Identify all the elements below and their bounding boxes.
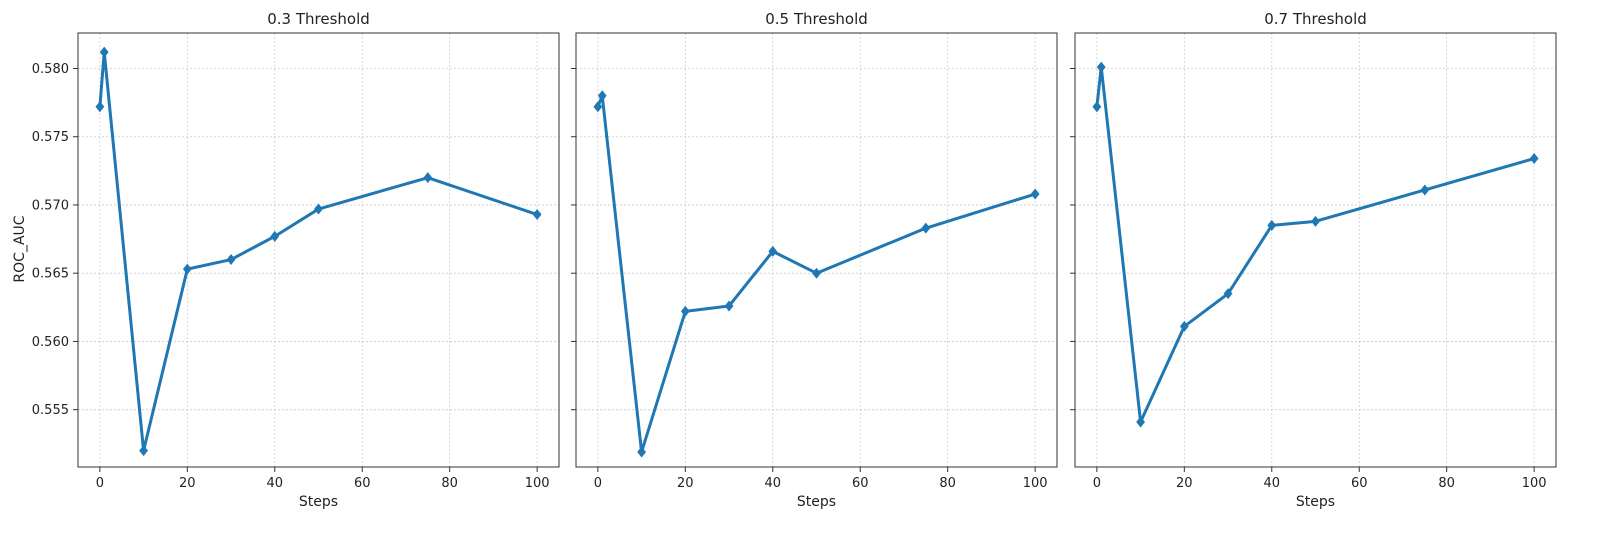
x-tick-label: 20 <box>677 476 694 491</box>
y-tick-label: 0.580 <box>32 62 69 77</box>
data-point <box>680 305 690 317</box>
plot-frame <box>77 32 560 468</box>
panel-title: 0.5 Threshold <box>765 10 868 28</box>
panel-2: 0 20 40 60 80 100 0.5 Threshold Steps <box>571 10 1058 510</box>
x-tick-label: 80 <box>441 476 458 491</box>
x-tick-label: 60 <box>852 476 869 491</box>
data-point <box>921 222 931 234</box>
data-point <box>1267 219 1277 231</box>
panel-1: 0 20 40 60 80 100 0.555 0.560 0.565 0.570 0.575 0.5… <box>32 10 560 510</box>
data-point <box>1179 320 1189 332</box>
data-point <box>637 446 646 458</box>
x-tick-label: 20 <box>179 476 196 491</box>
series-line <box>1095 65 1536 424</box>
panel-title: 0.7 Threshold <box>1264 10 1367 28</box>
x-axis-label: Steps <box>299 494 338 510</box>
x-tick-label: 100 <box>1522 476 1547 491</box>
x-axis-label: Steps <box>1296 494 1335 510</box>
data-point <box>423 172 433 184</box>
y-tick-label: 0.560 <box>32 335 69 350</box>
data-point <box>139 445 148 457</box>
data-point <box>593 101 603 113</box>
x-tick-label: 20 <box>1176 476 1193 491</box>
panel-title: 0.3 Threshold <box>267 10 370 28</box>
x-axis-label: Steps <box>797 494 836 510</box>
data-point <box>270 230 280 242</box>
data-point <box>1420 184 1430 196</box>
data-point <box>1096 61 1106 73</box>
x-tick-label: 60 <box>354 476 371 491</box>
data-point <box>532 209 542 221</box>
x-tick-label: 40 <box>1263 476 1280 491</box>
y-tick-label: 0.555 <box>32 403 69 418</box>
data-point <box>812 267 821 279</box>
x-tick-label: 80 <box>939 476 956 491</box>
data-point <box>1529 153 1539 165</box>
y-axis-label: ROC_AUC <box>12 215 28 282</box>
data-point <box>1030 188 1040 200</box>
y-tick-label: 0.570 <box>32 198 69 213</box>
data-point <box>1311 215 1320 227</box>
x-tick-label: 0 <box>96 476 104 491</box>
y-tick-label: 0.575 <box>32 130 69 145</box>
x-tick-label: 40 <box>764 476 781 491</box>
x-tick-label: 60 <box>1351 476 1368 491</box>
x-tick-label: 80 <box>1438 476 1455 491</box>
x-tick-label: 40 <box>266 476 283 491</box>
data-point <box>182 263 192 275</box>
data-point <box>1092 101 1102 113</box>
data-point <box>1136 416 1145 428</box>
x-tick-label: 0 <box>1093 476 1101 491</box>
x-tick-label: 0 <box>594 476 602 491</box>
data-point <box>95 101 105 113</box>
data-point <box>768 245 778 257</box>
data-point <box>1223 288 1233 300</box>
data-point <box>597 90 607 102</box>
y-tick-label: 0.565 <box>32 267 69 282</box>
plot-frame <box>575 32 1058 468</box>
data-point <box>226 254 236 266</box>
data-point <box>724 300 734 312</box>
series-line <box>98 50 539 453</box>
data-point <box>99 46 109 58</box>
data-point <box>314 203 323 215</box>
plot-frame <box>1074 32 1557 468</box>
panel-3: 0 20 40 60 80 100 0.7 Threshold Steps <box>1070 10 1557 510</box>
x-tick-label: 100 <box>1023 476 1048 491</box>
x-tick-label: 100 <box>525 476 550 491</box>
